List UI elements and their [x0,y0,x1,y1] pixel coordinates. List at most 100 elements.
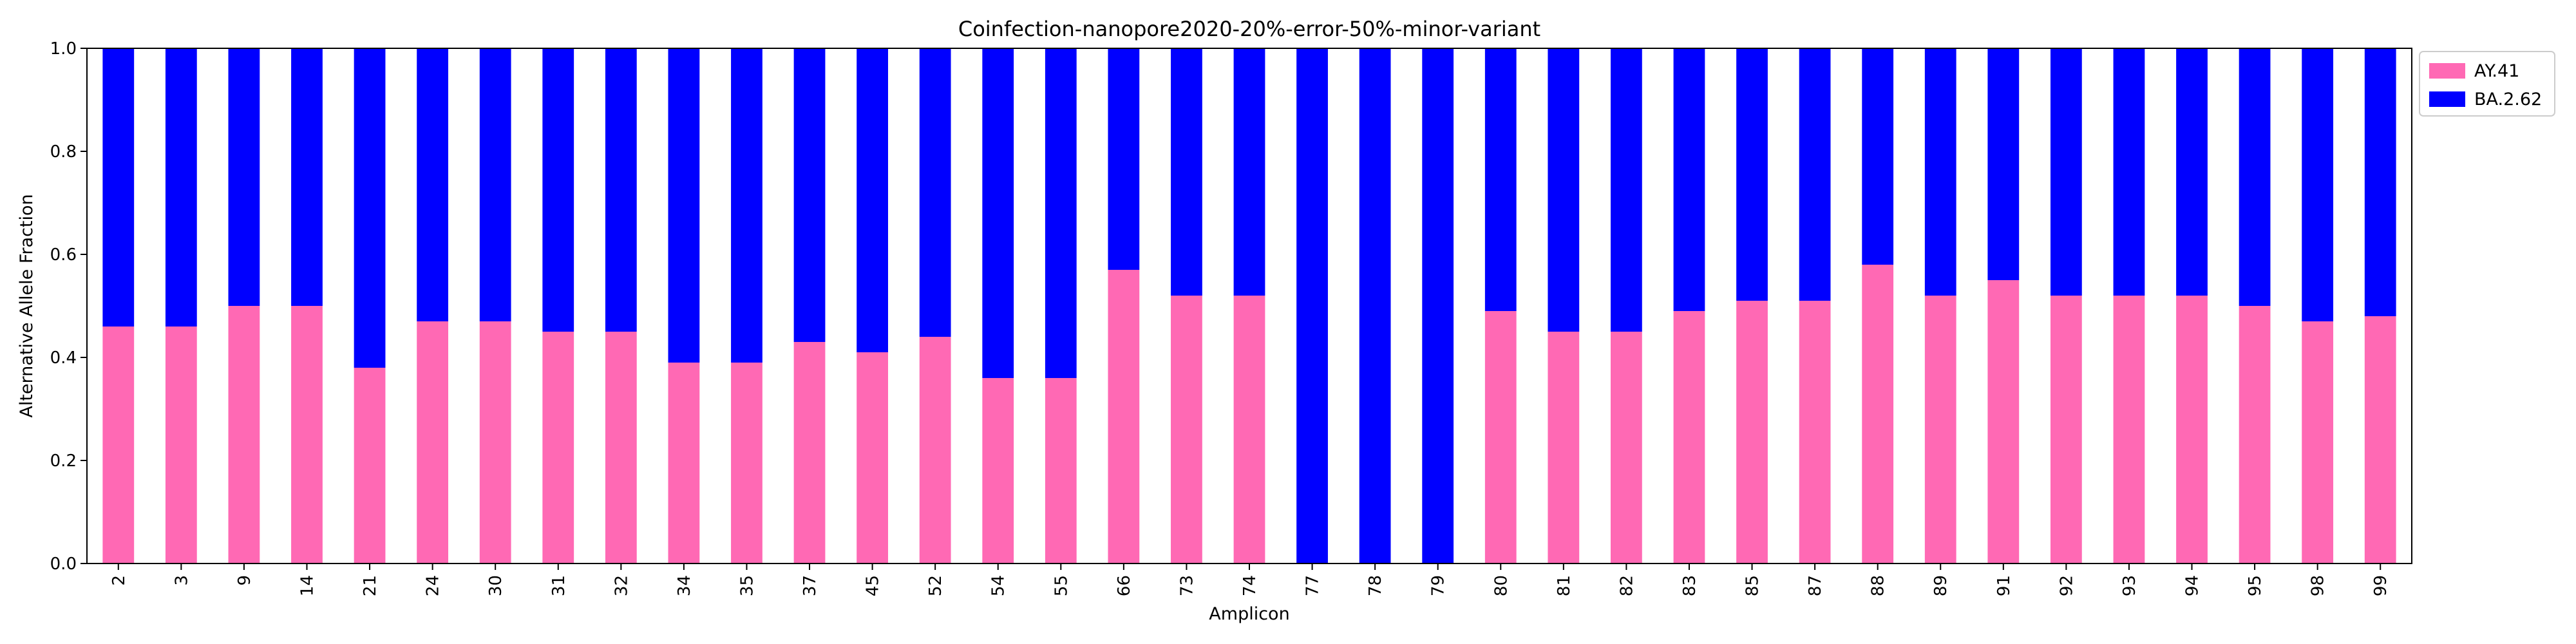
bar-ay41-89 [1924,296,1956,564]
x-tick-label: 32 [612,575,631,596]
x-tick-label: 66 [1115,575,1134,596]
x-tick-label: 74 [1240,575,1260,596]
plot-frame [86,48,2412,564]
bar-ba262-73 [1171,48,1202,296]
x-tick-label: 94 [2183,575,2202,596]
bar-ba262-9 [228,48,260,306]
x-axis-label: Amplicon [1209,604,1289,624]
bar-ba262-81 [1548,48,1580,332]
bar-ay41-14 [291,306,323,564]
bar-ay41-34 [668,363,700,564]
bar-ba262-94 [2176,48,2208,296]
bar-ba262-30 [479,48,511,321]
y-tick-label: 0.6 [50,245,77,265]
bar-ba262-80 [1484,48,1517,311]
bar-ay41-73 [1171,296,1202,564]
y-tick-label: 0.8 [50,142,77,162]
bar-ba262-83 [1673,48,1705,311]
bar-ay41-98 [2302,321,2334,564]
x-tick-label: 98 [2309,575,2328,596]
bar-ay41-35 [731,363,762,564]
x-tick-label: 80 [1492,575,1511,596]
bar-ay41-54 [982,378,1014,564]
bar-ba262-98 [2302,48,2334,321]
bar-ay41-82 [1611,332,1642,564]
bar-ba262-3 [165,48,197,327]
x-tick-label: 89 [1931,575,1951,596]
x-tick-label: 54 [989,575,1009,596]
legend-label: BA.2.62 [2474,90,2542,109]
bar-ay41-99 [2364,316,2396,564]
x-tick-label: 2 [109,575,129,586]
bar-ay41-80 [1484,311,1517,564]
x-tick-label: 14 [298,575,317,596]
bar-ay41-3 [165,327,197,564]
bar-ay41-2 [102,327,135,564]
x-tick-label: 9 [235,575,254,586]
bar-ba262-55 [1045,48,1077,378]
bar-ba262-95 [2239,48,2271,306]
legend-label: AY.41 [2474,61,2519,81]
bar-ay41-95 [2239,306,2271,564]
x-tick-label: 30 [486,575,506,596]
bar-ba262-2 [102,48,135,327]
bar-ay41-66 [1108,270,1140,564]
bar-ba262-31 [542,48,574,332]
y-tick-label: 1.0 [50,39,77,59]
bar-ba262-99 [2364,48,2396,316]
legend-swatch [2429,63,2465,79]
bar-ba262-77 [1296,48,1328,564]
bar-ba262-34 [668,48,700,363]
y-axis: 0.0 0.2 0.4 0.6 0.8 1.0 [50,39,87,574]
bar-ba262-66 [1108,48,1140,270]
legend: AY.41 BA.2.62 [2419,51,2555,117]
bar-ay41-91 [1987,280,2020,564]
y-tick-label: 0.0 [50,554,77,574]
bar-ay41-21 [354,368,386,564]
x-tick-label: 21 [361,575,380,596]
bar-ba262-78 [1359,48,1391,564]
bar-ay41-32 [605,332,637,564]
bar-ay41-9 [228,306,260,564]
bar-ay41-74 [1233,296,1265,564]
bar-ay41-45 [857,352,888,564]
x-axis: 2 3 9 14 21 24 30 31 32 34 35 37 45 52 54 55 66 73 74 77 78 7… [109,564,2391,596]
bar-ba262-92 [2050,48,2082,296]
x-tick-label: 35 [737,575,757,596]
x-tick-label: 3 [172,575,191,586]
x-tick-label: 78 [1366,575,1385,596]
bar-ba262-32 [605,48,637,332]
bar-ay41-52 [919,337,951,564]
x-tick-label: 82 [1617,575,1636,596]
bar-ba262-37 [793,48,826,342]
chart-title: Coinfection-nanopore2020-20%-error-50%-m… [958,17,1540,41]
x-tick-label: 37 [800,575,820,596]
x-tick-label: 83 [1680,575,1700,596]
bar-ba262-88 [1862,48,1894,265]
y-tick-label: 0.2 [50,451,77,471]
bar-ba262-35 [731,48,762,363]
x-tick-label: 95 [2246,575,2265,596]
bar-ay41-24 [417,321,449,564]
x-tick-label: 52 [926,575,945,596]
x-tick-label: 85 [1743,575,1763,596]
bar-ba262-14 [291,48,323,306]
bar-ba262-74 [1233,48,1265,296]
bar-ay41-87 [1799,301,1831,564]
x-tick-label: 79 [1429,575,1448,596]
x-tick-label: 92 [2057,575,2076,596]
x-tick-label: 31 [549,575,569,596]
bar-ba262-52 [919,48,951,337]
bar-ba262-89 [1924,48,1956,296]
x-tick-label: 34 [675,575,694,596]
legend-swatch [2429,91,2465,107]
y-tick-label: 0.4 [50,348,77,368]
x-tick-label: 99 [2371,575,2391,596]
y-axis-label: Alternative Allele Fraction [17,194,37,417]
bar-ba262-79 [1422,48,1454,564]
bar-ba262-21 [354,48,386,368]
bar-ay41-30 [479,321,511,564]
bar-ay41-94 [2176,296,2208,564]
x-tick-label: 91 [1994,575,2014,596]
